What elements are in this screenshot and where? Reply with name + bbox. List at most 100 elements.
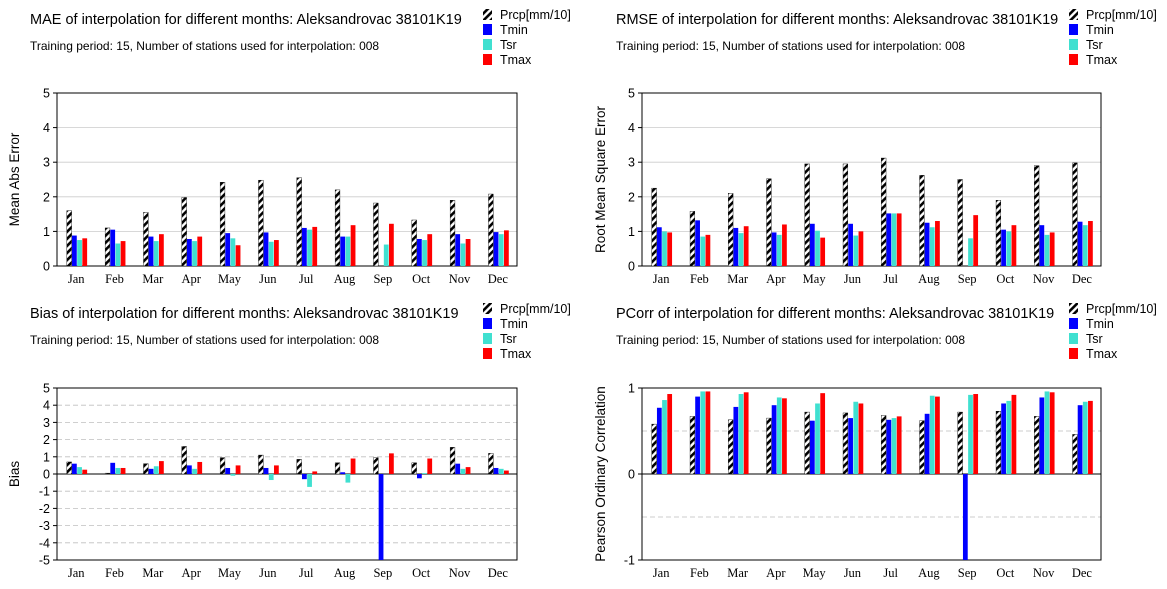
- bar-prcp: [651, 423, 657, 475]
- bar-prcp: [296, 459, 302, 475]
- bar-tsr: [700, 236, 706, 266]
- legend-swatch-2: [483, 24, 492, 35]
- x-tick-label: Aug: [918, 566, 940, 580]
- chart-title: Bias of interpolation for different mont…: [30, 306, 459, 322]
- chart-panel-1: MAE of interpolation for different month…: [7, 8, 571, 286]
- bar-prcp: [143, 463, 149, 475]
- bar-prcp: [881, 415, 887, 475]
- bar-tsr: [700, 391, 706, 474]
- y-tick-label: 1: [43, 450, 50, 464]
- bar-tmax: [389, 223, 394, 266]
- bar-tsr: [115, 243, 121, 266]
- bar-tmin: [263, 467, 269, 474]
- x-tick-label: Aug: [918, 272, 940, 286]
- bar-tmax: [782, 398, 787, 474]
- y-tick-label: 5: [43, 87, 50, 101]
- bar-tsr: [929, 395, 935, 474]
- x-tick-label: Jan: [653, 272, 670, 286]
- chart-panel-4: PCorr of interpolation for different mon…: [593, 302, 1157, 580]
- legend-label: Tmax: [1086, 53, 1118, 67]
- bar-tsr: [853, 401, 859, 474]
- chart-title: PCorr of interpolation for different mon…: [616, 306, 1054, 322]
- bar-prcp: [334, 462, 341, 475]
- x-tick-label: Oct: [996, 272, 1015, 286]
- bar-tmax: [350, 458, 356, 474]
- bar-prcp: [1072, 434, 1078, 475]
- bar-tmax: [82, 238, 88, 266]
- bar-tsr: [192, 468, 197, 474]
- legend-label: Tmin: [1086, 23, 1114, 37]
- bar-tmax: [427, 234, 433, 266]
- legend-swatch-2: [1069, 318, 1078, 329]
- bar-tmin: [71, 463, 77, 474]
- bar-tmax: [858, 231, 864, 266]
- bar-prcp: [373, 457, 379, 475]
- bar-tsr: [498, 468, 504, 474]
- legend-label: Tsr: [1086, 38, 1103, 52]
- bar-prcp: [488, 193, 494, 267]
- bar-prcp: [449, 200, 456, 267]
- bar-tmax: [197, 461, 203, 474]
- bar-tmin: [148, 468, 154, 474]
- bar-tmax: [667, 232, 673, 266]
- bar-tsr: [192, 241, 197, 266]
- y-axis-label: Bias: [7, 461, 22, 488]
- bar-prcp: [296, 177, 302, 267]
- x-tick-label: Apr: [181, 272, 201, 286]
- x-tick-label: Nov: [449, 566, 471, 580]
- bar-tmin: [186, 465, 192, 474]
- x-tick-label: Feb: [690, 566, 709, 580]
- bar-prcp: [258, 179, 264, 267]
- x-tick-label: May: [803, 566, 827, 580]
- x-tick-label: Sep: [958, 566, 977, 580]
- bar-prcp: [842, 412, 849, 475]
- bar-tmin: [71, 235, 77, 266]
- bar-tsr: [422, 473, 427, 474]
- bar-tsr: [498, 234, 504, 266]
- legend-label: Prcp[mm/10]: [1086, 302, 1157, 316]
- x-tick-label: Jun: [259, 272, 277, 286]
- bar-prcp: [104, 227, 111, 267]
- bar-tmin: [493, 467, 499, 474]
- y-tick-label: 0: [43, 260, 50, 274]
- bar-tmin: [493, 232, 499, 266]
- legend-label: Prcp[mm/10]: [500, 302, 571, 316]
- x-tick-label: Apr: [766, 272, 786, 286]
- bar-tsr: [815, 230, 820, 266]
- bar-tmax: [1049, 392, 1055, 474]
- bar-tsr: [776, 397, 782, 474]
- y-axis-label: Pearson Ordinary Correlation: [593, 386, 608, 562]
- bar-tmax: [1049, 232, 1055, 266]
- bar-tmax: [120, 467, 126, 474]
- x-tick-label: Jun: [844, 566, 862, 580]
- chart-subtitle: Training period: 15, Number of stations …: [30, 39, 379, 53]
- bar-tsr: [77, 240, 82, 266]
- chart-subtitle: Training period: 15, Number of stations …: [616, 39, 965, 53]
- bar-tmax: [389, 453, 394, 474]
- x-tick-label: Nov: [1033, 566, 1055, 580]
- bar-prcp: [766, 178, 772, 267]
- x-tick-label: Mar: [142, 272, 164, 286]
- bar-tsr: [662, 231, 667, 266]
- bar-tsr: [460, 243, 466, 266]
- bar-prcp: [181, 446, 187, 475]
- bar-tmin: [455, 463, 461, 474]
- y-tick-label: -1: [624, 554, 635, 568]
- bar-tmin: [301, 227, 307, 266]
- x-tick-label: Mar: [727, 566, 749, 580]
- y-tick-label: -3: [39, 519, 50, 533]
- bar-tmin: [148, 236, 154, 266]
- bar-tsr: [1044, 234, 1050, 266]
- bar-prcp: [881, 157, 887, 267]
- x-tick-label: Feb: [690, 272, 709, 286]
- bar-tsr: [230, 474, 236, 476]
- bar-tsr: [776, 234, 782, 266]
- bar-prcp: [1034, 165, 1040, 267]
- bar-tmin: [225, 467, 231, 474]
- bar-tmin: [809, 420, 815, 474]
- legend-swatch-3: [483, 333, 492, 344]
- y-axis-label: Mean Abs Error: [7, 132, 22, 226]
